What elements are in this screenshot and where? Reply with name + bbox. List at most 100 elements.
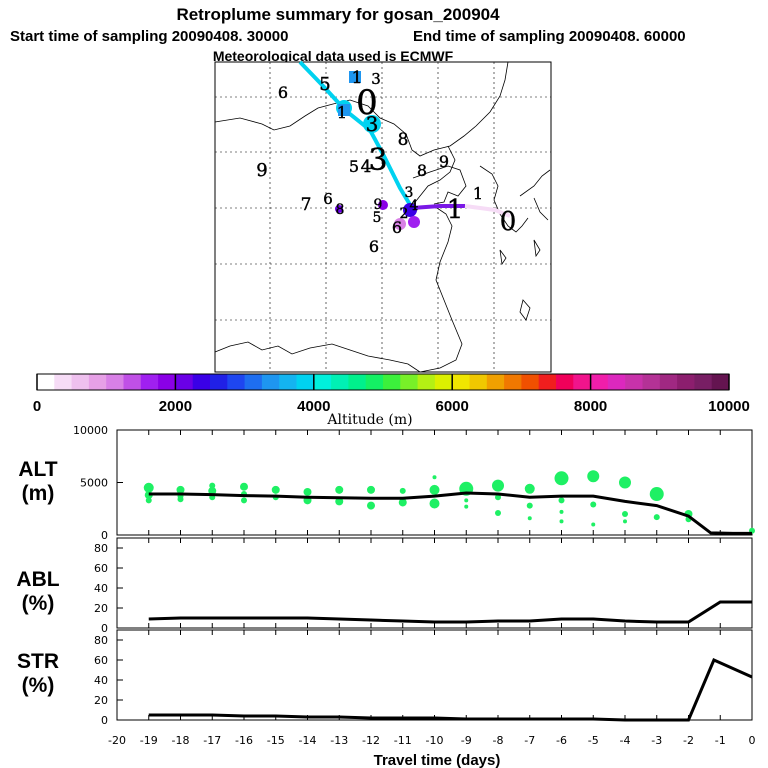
x-axis: -20 -19 -18 -17 -16 -15 -14 -13 -12 -11 -10 -9 -8 -7-… (108, 734, 755, 747)
alt-cluster-point (492, 479, 504, 492)
colorbar-cell (192, 374, 211, 390)
y-tick-label: 5000 (80, 477, 108, 490)
y-tick-label: 10000 (73, 424, 108, 437)
trajectory-day-label: 6 (369, 237, 379, 256)
alt-cluster-point (335, 485, 344, 494)
str-panel: 0 20 40 60 80 (94, 629, 753, 727)
x-tick-label: -20 (108, 734, 126, 747)
alt-cluster-point (619, 476, 631, 489)
trajectory-day-label: 9 (256, 160, 267, 181)
alt-panel-label: ALT (18, 458, 57, 481)
cluster-marker (378, 200, 388, 210)
colorbar-cell (607, 374, 626, 390)
colorbar-cell (400, 374, 419, 390)
alt-cluster-point (335, 497, 344, 506)
y-tick-label: 0 (101, 714, 108, 727)
trajectory-day-label: 1 (447, 195, 464, 225)
trajectory-day-label: 9 (439, 152, 449, 171)
alt-panel: 0 5000 10000 (73, 424, 755, 542)
colorbar-cell (37, 374, 55, 390)
cluster-marker (338, 104, 350, 116)
trajectory-day-label: 3 (368, 143, 387, 178)
x-tick-label: -5 (588, 734, 599, 747)
alt-cluster-point (367, 485, 375, 494)
colorbar-tick-labels: 0 2000 4000 6000 8000 10000 (33, 374, 750, 415)
alt-cluster-point (653, 514, 660, 521)
start-time-label: Start time of sampling 20090408. 30000 (10, 28, 288, 45)
altitude-colorbar: 0 2000 4000 6000 8000 10000 Altitude (m) (33, 373, 750, 428)
colorbar-tick-label: 4000 (297, 398, 330, 415)
alt-cluster-point (623, 519, 627, 524)
x-tick-label: -2 (683, 734, 694, 747)
alt-cluster-point (398, 498, 407, 507)
panel-frame (116, 629, 753, 721)
abl-panel: 0 20 40 60 80 (94, 537, 753, 635)
alt-cluster-point (399, 487, 406, 494)
alt-cluster-point (176, 485, 185, 494)
x-tick-label: -19 (140, 734, 158, 747)
x-tick-label: -16 (235, 734, 253, 747)
abl-line (148, 600, 752, 624)
colorbar-cell (244, 374, 263, 390)
colorbar-cell (106, 374, 124, 390)
colorbar-cell (556, 374, 574, 390)
x-tick-label: -18 (172, 734, 190, 747)
trajectory-day-label: 3 (405, 185, 414, 201)
str-line (148, 658, 753, 722)
colorbar-tick-label: 0 (33, 398, 41, 415)
colorbar-cell (54, 374, 73, 390)
alt-cluster-point (464, 498, 469, 503)
abl-panel-label: ABL (16, 568, 59, 591)
trajectory-day-label: 2 (400, 206, 409, 222)
colorbar-tick-label: 6000 (436, 398, 469, 415)
colorbar-cell (711, 374, 730, 390)
trajectory-day-label: 1 (352, 68, 363, 88)
trajectory-day-label: 6 (323, 190, 333, 208)
colorbar-cell (486, 374, 505, 390)
alt-cluster-point (303, 487, 312, 496)
colorbar-cell (659, 374, 678, 390)
alt-cluster-point (649, 487, 664, 502)
y-tick-label: 60 (94, 562, 108, 575)
colorbar-cell (331, 374, 349, 390)
trajectory-day-label: 5 (349, 157, 359, 176)
abl-panel-unit: (%) (22, 592, 55, 615)
colorbar-cell (383, 374, 401, 390)
colorbar-tick-label: 8000 (574, 398, 607, 415)
trajectory-day-label: 8 (336, 202, 345, 218)
colorbar-cell (573, 374, 592, 390)
alt-cluster-point (590, 501, 597, 508)
x-tick-label: -15 (267, 734, 285, 747)
x-tick-label: -10 (426, 734, 444, 747)
alt-mean-line (148, 491, 752, 535)
cluster-marker (403, 203, 417, 217)
trajectory-day-label: 1 (473, 184, 483, 203)
trajectory-day-label: 6 (278, 83, 288, 102)
alt-panel-unit: (m) (22, 482, 55, 505)
alt-cluster-point (367, 501, 375, 510)
alt-cluster-point (209, 482, 216, 489)
end-time-label: End time of sampling 20090408. 60000 (413, 28, 686, 45)
x-tick-label: -3 (651, 734, 662, 747)
colorbar-tick-label: 10000 (708, 398, 750, 415)
alt-cluster-point (177, 496, 184, 503)
map-frame (214, 61, 552, 373)
x-axis-title: Travel time (days) (374, 752, 501, 768)
cluster-marker (349, 71, 361, 83)
cluster-marker (363, 115, 381, 133)
y-tick-label: 60 (94, 654, 108, 667)
x-tick-label: -17 (203, 734, 221, 747)
x-tick-label: -6 (556, 734, 567, 747)
trajectory-day-label: 8 (417, 161, 427, 180)
x-tick-label: -11 (394, 734, 412, 747)
colorbar-cell (313, 374, 332, 390)
x-tick-label: 0 (749, 734, 756, 747)
y-tick-label: 20 (94, 602, 108, 615)
cluster-marker (394, 218, 406, 230)
plume-path-origin (464, 204, 511, 218)
trajectory-day-label: 8 (398, 130, 409, 150)
trajectory-day-label: 7 (301, 195, 312, 215)
colorbar-cell (296, 374, 315, 390)
